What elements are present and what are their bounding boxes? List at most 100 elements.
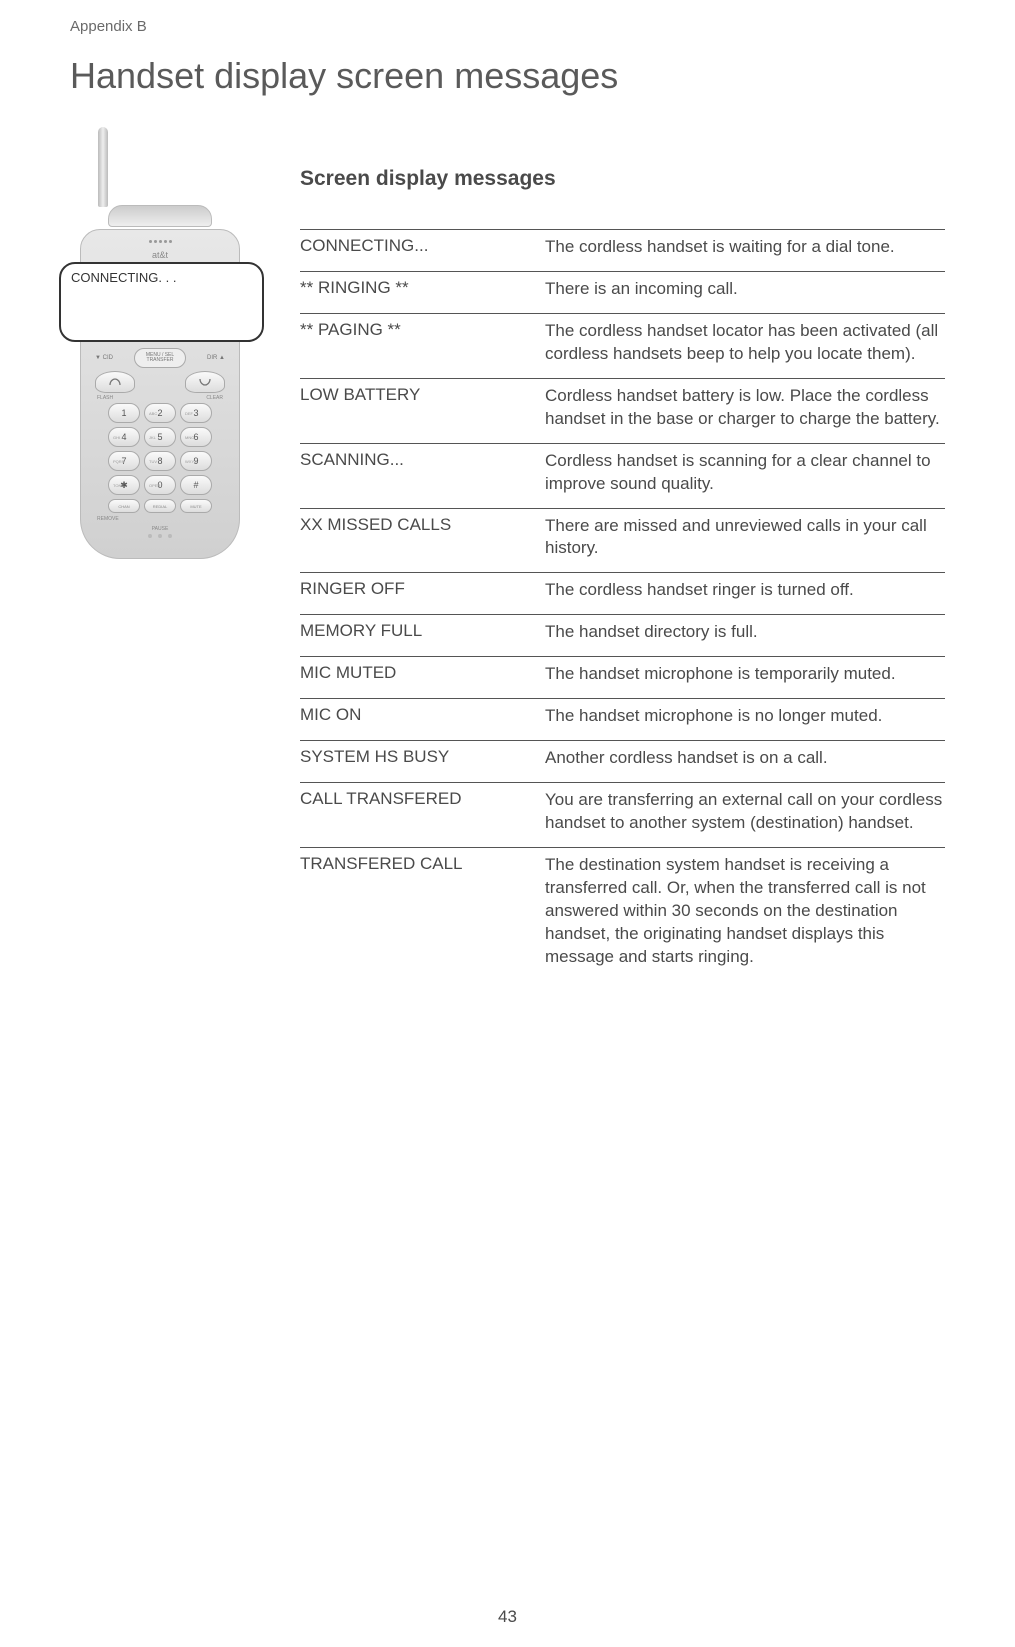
key-sublabel: JKL <box>149 435 156 440</box>
brand-logo: at&t <box>89 250 231 260</box>
message-row: MIC ONThe handset microphone is no longe… <box>300 698 945 740</box>
message-description: The destination system handset is receiv… <box>545 854 945 969</box>
message-row: SCANNING...Cordless handset is scanning … <box>300 443 945 508</box>
flash-clear-row: FLASH CLEAR <box>97 395 223 401</box>
message-description: The cordless handset locator has been ac… <box>545 320 945 366</box>
nav-left: ▼ CID <box>95 355 113 361</box>
nav-row: ▼ CID MENU / SEL TRANSFER DIR ▲ <box>95 348 225 368</box>
message-description: Cordless handset battery is low. Place t… <box>545 385 945 431</box>
key-sublabel: TUV <box>149 459 157 464</box>
keypad-key: ABC2 <box>144 403 176 423</box>
message-term: CONNECTING... <box>300 236 545 259</box>
speaker-dots <box>89 240 231 246</box>
message-term: SCANNING... <box>300 450 545 496</box>
section-title: Screen display messages <box>300 167 945 191</box>
keypad: 1ABC2DEF3GHI4JKL5MNO6PQRS7TUV8WXYZ9TONE✱… <box>89 403 231 495</box>
message-row: TRANSFERED CALLThe destination system ha… <box>300 847 945 981</box>
key-number: 8 <box>157 456 162 466</box>
flash-label: FLASH <box>97 395 113 401</box>
function-button: MUTE <box>180 499 212 513</box>
message-row: LOW BATTERYCordless handset battery is l… <box>300 378 945 443</box>
key-sublabel: GHI <box>113 435 120 440</box>
keypad-key: TUV8 <box>144 451 176 471</box>
function-row: CHAN REDIAL MUTE <box>89 499 231 513</box>
message-row: XX MISSED CALLSThere are missed and unre… <box>300 508 945 573</box>
message-description: There are missed and unreviewed calls in… <box>545 515 945 561</box>
key-number: 3 <box>193 408 198 418</box>
key-number: # <box>193 480 198 490</box>
message-term: SYSTEM HS BUSY <box>300 747 545 770</box>
key-number: 1 <box>121 408 126 418</box>
keypad-key: GHI4 <box>108 427 140 447</box>
page-title: Handset display screen messages <box>70 55 945 97</box>
message-row: ** PAGING **The cordless handset locator… <box>300 313 945 378</box>
message-description: There is an incoming call. <box>545 278 945 301</box>
appendix-label: Appendix B <box>70 18 945 35</box>
message-term: ** PAGING ** <box>300 320 545 366</box>
message-row: ** RINGING **There is an incoming call. <box>300 271 945 313</box>
phone-off-button <box>185 371 225 393</box>
key-number: 2 <box>157 408 162 418</box>
keypad-key: # <box>180 475 212 495</box>
remove-pause-row: REMOVE <box>97 516 223 522</box>
handset-illustration: at&t CONNECTING. . . ▼ CID MENU / SEL TR… <box>80 205 240 559</box>
message-term: MIC ON <box>300 705 545 728</box>
message-term: TRANSFERED CALL <box>300 854 545 969</box>
messages-list: CONNECTING...The cordless handset is wai… <box>300 229 945 981</box>
message-description: Another cordless handset is on a call. <box>545 747 945 770</box>
keypad-key: OPER0 <box>144 475 176 495</box>
handset-column: at&t CONNECTING. . . ▼ CID MENU / SEL TR… <box>70 167 300 559</box>
keypad-key: WXYZ9 <box>180 451 212 471</box>
key-sublabel: TONE <box>113 483 124 488</box>
message-description: The handset microphone is no longer mute… <box>545 705 945 728</box>
talk-row <box>95 371 225 393</box>
message-term: RINGER OFF <box>300 579 545 602</box>
key-sublabel: DEF <box>185 411 193 416</box>
message-term: MEMORY FULL <box>300 621 545 644</box>
nav-right: DIR ▲ <box>207 355 225 361</box>
content-row: at&t CONNECTING. . . ▼ CID MENU / SEL TR… <box>70 167 945 981</box>
keypad-key: PQRS7 <box>108 451 140 471</box>
remove-label: REMOVE <box>97 516 119 522</box>
key-sublabel: OPER <box>149 483 160 488</box>
message-description: The cordless handset ringer is turned of… <box>545 579 945 602</box>
message-description: You are transferring an external call on… <box>545 789 945 835</box>
message-row: CONNECTING...The cordless handset is wai… <box>300 229 945 271</box>
clear-label: CLEAR <box>206 395 223 401</box>
message-description: The handset microphone is temporarily mu… <box>545 663 945 686</box>
key-sublabel: ABC <box>149 411 157 416</box>
keypad-key: MNO6 <box>180 427 212 447</box>
message-row: CALL TRANSFEREDYou are transferring an e… <box>300 782 945 847</box>
keypad-key: TONE✱ <box>108 475 140 495</box>
key-sublabel: WXYZ <box>185 459 197 464</box>
message-row: SYSTEM HS BUSYAnother cordless handset i… <box>300 740 945 782</box>
message-term: ** RINGING ** <box>300 278 545 301</box>
keypad-key: DEF3 <box>180 403 212 423</box>
message-term: XX MISSED CALLS <box>300 515 545 561</box>
message-term: LOW BATTERY <box>300 385 545 431</box>
function-button: REDIAL <box>144 499 176 513</box>
handset-antenna <box>98 127 108 207</box>
message-row: MIC MUTEDThe handset microphone is tempo… <box>300 656 945 698</box>
page-number: 43 <box>0 1607 1015 1627</box>
keypad-key: JKL5 <box>144 427 176 447</box>
phone-on-button <box>95 371 135 393</box>
message-row: MEMORY FULLThe handset directory is full… <box>300 614 945 656</box>
key-number: 4 <box>121 432 126 442</box>
messages-column: Screen display messages CONNECTING...The… <box>300 167 945 981</box>
key-sublabel: PQRS <box>113 459 124 464</box>
message-term: CALL TRANSFERED <box>300 789 545 835</box>
function-button: CHAN <box>108 499 140 513</box>
message-term: MIC MUTED <box>300 663 545 686</box>
charge-contacts <box>89 534 231 538</box>
message-description: Cordless handset is scanning for a clear… <box>545 450 945 496</box>
message-row: RINGER OFFThe cordless handset ringer is… <box>300 572 945 614</box>
pause-label: PAUSE <box>89 526 231 532</box>
keypad-key: 1 <box>108 403 140 423</box>
key-number: 5 <box>157 432 162 442</box>
handset-body: at&t CONNECTING. . . ▼ CID MENU / SEL TR… <box>80 229 240 559</box>
handset-earpiece <box>108 205 212 227</box>
message-description: The handset directory is full. <box>545 621 945 644</box>
message-description: The cordless handset is waiting for a di… <box>545 236 945 259</box>
menu-select-button: MENU / SEL TRANSFER <box>134 348 186 368</box>
